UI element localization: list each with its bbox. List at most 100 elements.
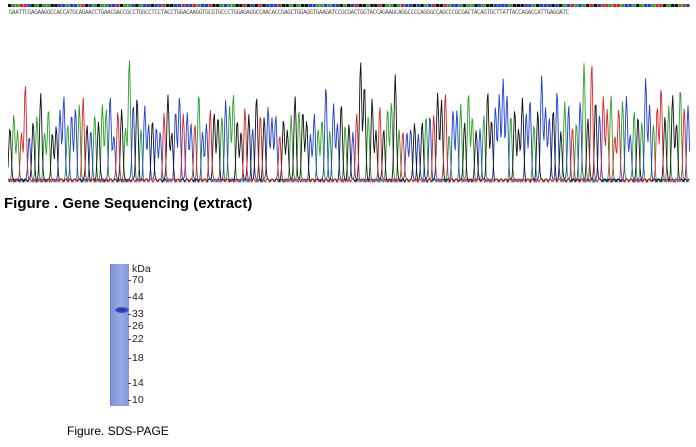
base-call-mark: [289, 4, 293, 7]
base-call-mark: [362, 4, 366, 7]
base-call-mark: [308, 4, 313, 7]
kda-label: kDa: [132, 263, 151, 275]
base-call-mark: [296, 4, 301, 7]
base-call-mark: [281, 4, 286, 7]
base-call-mark: [104, 4, 108, 7]
base-call-mark: [88, 4, 93, 7]
base-call-mark: [169, 4, 174, 7]
base-call-mark: [339, 4, 343, 7]
base-call-mark: [331, 4, 336, 7]
base-call-mark: [266, 4, 270, 7]
base-call-mark: [204, 4, 208, 7]
base-call-mark: [593, 4, 598, 7]
base-call-mark: [408, 4, 413, 7]
base-call-mark: [42, 4, 47, 7]
base-call-mark: [27, 4, 31, 7]
base-call-mark: [493, 4, 497, 7]
base-call-mark: [46, 4, 50, 7]
base-call-mark: [196, 4, 201, 7]
base-call-mark: [254, 4, 259, 7]
base-call-mark: [404, 4, 409, 7]
base-call-mark: [420, 4, 424, 7]
base-call-mark: [682, 4, 686, 7]
base-call-mark: [38, 4, 43, 7]
base-call-mark: [393, 4, 397, 7]
base-call-mark: [92, 4, 97, 7]
base-call-mark: [555, 4, 559, 7]
base-call-mark: [478, 4, 482, 7]
base-call-mark: [158, 4, 162, 7]
base-call-mark: [412, 4, 417, 7]
base-call-mark: [285, 4, 289, 7]
base-call-mark: [374, 4, 378, 7]
base-call-mark: [666, 4, 671, 7]
sds-page-gel: kDa 70 44 33 26 22 18 14 10: [108, 262, 168, 407]
base-call-mark: [663, 4, 667, 7]
base-call-mark: [262, 4, 266, 7]
base-call-mark: [123, 4, 128, 7]
base-call-mark: [435, 4, 440, 7]
base-call-mark: [512, 4, 517, 7]
base-call-mark: [562, 4, 567, 7]
marker-22: 22: [128, 333, 144, 345]
base-call-mark: [312, 4, 316, 7]
base-call-mark: [601, 4, 605, 7]
base-call-mark: [77, 4, 81, 7]
base-call-mark: [112, 4, 116, 7]
base-call-mark: [481, 4, 486, 7]
base-call-mark: [31, 4, 35, 7]
base-call-mark: [11, 4, 16, 7]
base-call-mark: [424, 4, 428, 7]
base-call-mark: [273, 4, 278, 7]
base-call-mark: [458, 4, 463, 7]
base-call-mark: [439, 4, 444, 7]
base-call-mark: [462, 4, 467, 7]
base-call-mark: [150, 4, 155, 7]
sequence-text: GAATTCGAGAAGGCCACCATGCAGAACCTGAACGACCGCC…: [9, 9, 569, 16]
base-call-mark: [200, 4, 205, 7]
base-call-mark: [674, 4, 679, 7]
base-call-mark: [381, 4, 386, 7]
chromatogram-svg: [8, 4, 690, 184]
base-call-mark: [181, 4, 185, 7]
base-call-mark: [647, 4, 652, 7]
base-call-mark: [173, 4, 178, 7]
base-call-mark: [639, 4, 644, 7]
base-call-mark: [589, 4, 594, 7]
base-call-mark: [524, 4, 528, 7]
base-call-mark: [516, 4, 521, 7]
base-call-mark: [350, 4, 355, 7]
base-call-mark: [416, 4, 420, 7]
base-call-mark: [192, 4, 197, 7]
base-call-mark: [277, 4, 282, 7]
base-call-mark: [8, 4, 12, 7]
base-call-mark: [270, 4, 274, 7]
base-call-mark: [320, 4, 324, 7]
base-call-mark: [628, 4, 632, 7]
base-call-mark: [543, 4, 548, 7]
base-call-mark: [505, 4, 509, 7]
base-call-mark: [343, 4, 347, 7]
base-call-mark: [73, 4, 77, 7]
base-call-mark: [397, 4, 401, 7]
base-call-mark: [327, 4, 332, 7]
base-call-mark: [216, 4, 220, 7]
base-call-mark: [142, 4, 147, 7]
base-call-mark: [227, 4, 232, 7]
base-call-mark: [474, 4, 478, 7]
base-call-mark: [597, 4, 601, 7]
base-call-mark: [15, 4, 20, 7]
base-call-mark: [427, 4, 432, 7]
base-call-mark: [108, 4, 112, 7]
marker-18: 18: [128, 352, 144, 364]
base-call-mark: [578, 4, 582, 7]
base-call-mark: [636, 4, 640, 7]
base-call-mark: [354, 4, 359, 7]
base-call-mark: [447, 4, 451, 7]
base-call-mark: [347, 4, 351, 7]
base-call-mark: [528, 4, 532, 7]
base-call-mark: [139, 4, 143, 7]
trace-g: [8, 62, 690, 184]
base-call-mark: [508, 4, 513, 7]
marker-26: 26: [128, 320, 144, 332]
